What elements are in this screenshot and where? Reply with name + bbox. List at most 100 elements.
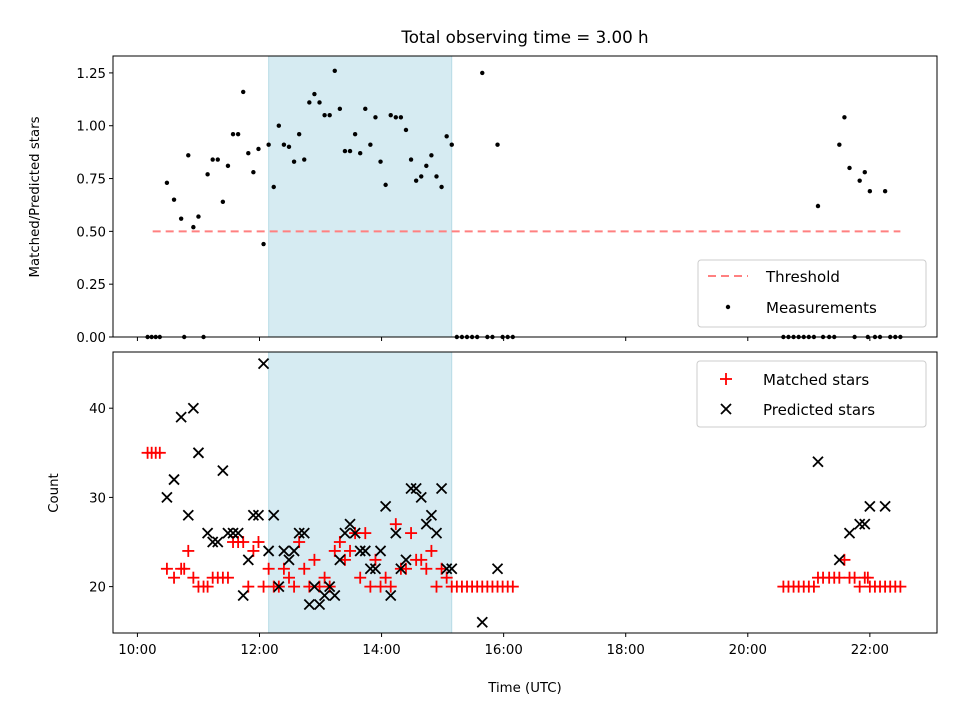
measurement-point	[196, 214, 201, 219]
predicted-star-marker	[833, 554, 845, 566]
observing-window-shading	[268, 55, 453, 338]
bottom-y-axis: 20 30 40	[89, 402, 113, 596]
measurement-point	[322, 112, 327, 118]
matched-star-markers	[141, 446, 907, 593]
predicted-star-marker	[415, 491, 427, 504]
matched-star-marker	[861, 571, 874, 584]
top-y-axis-label: Matched/Predicted stars	[28, 116, 43, 277]
measurement-point	[215, 157, 220, 162]
measurement-point	[312, 91, 317, 97]
predicted-star-marker	[207, 536, 219, 548]
predicted-star-marker	[359, 545, 371, 557]
predicted-star-marker	[812, 456, 824, 468]
predicted-star-marker	[879, 500, 891, 512]
measurement-point	[327, 112, 332, 118]
bottom-legend-box	[696, 360, 927, 428]
measurement-point	[857, 178, 862, 183]
top-y-tick-label: 1.00	[76, 120, 106, 135]
measurement-point	[210, 157, 215, 162]
measurement-point	[261, 241, 266, 247]
measurement-point	[256, 146, 261, 152]
top-y-tick-label: 0.00	[76, 331, 106, 346]
measurement-point	[178, 216, 184, 221]
predicted-star-marker	[252, 509, 265, 521]
predicted-star-marker	[339, 527, 351, 539]
legend-measurements-label: Measurements	[766, 299, 877, 317]
predicted-star-marker	[283, 554, 295, 566]
predicted-star-marker	[379, 500, 392, 512]
measurement-point	[480, 70, 485, 76]
matched-star-marker	[160, 562, 173, 575]
matched-star-marker	[328, 544, 341, 557]
measurement-point	[342, 148, 348, 154]
measurement-point	[317, 100, 322, 105]
predicted-star-marker	[242, 554, 254, 566]
predicted-star-marker	[217, 465, 229, 477]
matched-star-marker	[318, 571, 331, 584]
top-axes-frame	[112, 55, 938, 338]
measurement-points	[145, 68, 903, 340]
matched-star-marker	[237, 536, 250, 549]
predicted-star-marker	[476, 616, 488, 628]
predicted-star-marker	[293, 527, 305, 539]
bottom-y-tick-label: 30	[89, 491, 106, 506]
measurement-point	[286, 144, 292, 150]
matched-star-marker	[405, 527, 418, 540]
measurement-point	[296, 131, 302, 137]
measurement-point	[847, 165, 852, 171]
predicted-star-marker	[374, 545, 387, 557]
measurement-point	[408, 157, 414, 162]
matched-star-marker	[288, 580, 301, 593]
measurement-point	[398, 115, 404, 120]
matched-star-marker	[168, 571, 181, 584]
bottom-y-tick-label: 20	[89, 581, 106, 596]
legend-measurements-swatch	[725, 304, 731, 310]
predicted-star-marker	[247, 509, 260, 521]
ratio-panel: 0.00 0.25 0.50 0.75 1.00 1.25 Matched/Predict…	[28, 55, 938, 346]
predicted-star-marker	[168, 473, 180, 486]
matched-star-marker	[364, 580, 377, 593]
measurement-point	[429, 153, 434, 158]
measurement-point	[332, 68, 337, 73]
measurement-point	[307, 100, 312, 105]
measurement-point	[225, 163, 231, 169]
predicted-star-marker	[227, 527, 239, 539]
predicted-star-marker	[237, 589, 249, 602]
predicted-star-marker	[390, 527, 402, 539]
predicted-star-marker	[298, 527, 310, 539]
matched-star-marker	[247, 544, 260, 557]
matched-star-marker	[374, 580, 387, 593]
predicted-star-marker	[843, 527, 856, 539]
measurement-point	[347, 148, 353, 154]
measurement-point	[302, 157, 307, 162]
top-legend-box	[697, 259, 927, 328]
bottom-axes-frame	[112, 351, 938, 634]
measurement-point	[337, 106, 343, 112]
bottom-legend: Matched stars Predicted stars	[696, 360, 927, 428]
measurement-point	[276, 123, 282, 128]
predicted-star-marker	[313, 598, 326, 611]
predicted-star-markers	[161, 357, 891, 628]
measurement-point	[266, 142, 271, 147]
matched-star-marker	[384, 580, 397, 593]
matched-star-marker	[807, 580, 820, 593]
predicted-star-marker	[859, 518, 871, 530]
measurement-point	[363, 106, 368, 112]
measurement-point	[281, 142, 287, 147]
matched-star-marker	[853, 580, 866, 593]
matched-star-marker	[506, 580, 519, 593]
predicted-star-marker	[334, 554, 346, 566]
predicted-star-marker	[273, 580, 285, 593]
measurement-point	[358, 150, 363, 156]
predicted-star-marker	[364, 563, 377, 575]
measurement-point	[241, 89, 246, 95]
top-y-tick-label: 0.25	[76, 278, 106, 293]
predicted-star-marker	[420, 518, 432, 530]
matched-star-marker	[354, 571, 367, 584]
predicted-star-marker	[854, 518, 866, 530]
measurement-point	[867, 189, 873, 194]
matched-star-marker	[293, 536, 306, 549]
measurement-point	[186, 153, 191, 158]
predicted-star-marker	[400, 554, 412, 566]
measurement-point	[235, 131, 241, 137]
